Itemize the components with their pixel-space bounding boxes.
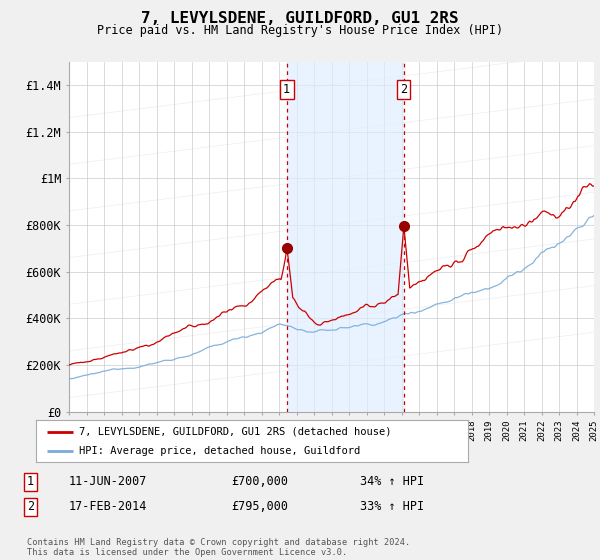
Text: Price paid vs. HM Land Registry's House Price Index (HPI): Price paid vs. HM Land Registry's House … <box>97 24 503 36</box>
Text: 2: 2 <box>400 83 407 96</box>
Bar <box>287 62 404 412</box>
Text: 11-JUN-2007: 11-JUN-2007 <box>69 475 148 488</box>
Text: 17-FEB-2014: 17-FEB-2014 <box>69 500 148 514</box>
Text: £700,000: £700,000 <box>231 475 288 488</box>
Text: HPI: Average price, detached house, Guildford: HPI: Average price, detached house, Guil… <box>79 446 361 456</box>
Text: 2: 2 <box>27 500 34 514</box>
Text: 33% ↑ HPI: 33% ↑ HPI <box>360 500 424 514</box>
Text: 7, LEVYLSDENE, GUILDFORD, GU1 2RS (detached house): 7, LEVYLSDENE, GUILDFORD, GU1 2RS (detac… <box>79 427 392 437</box>
Text: 1: 1 <box>283 83 290 96</box>
Text: 1: 1 <box>27 475 34 488</box>
Text: 34% ↑ HPI: 34% ↑ HPI <box>360 475 424 488</box>
Text: Contains HM Land Registry data © Crown copyright and database right 2024.
This d: Contains HM Land Registry data © Crown c… <box>27 538 410 557</box>
Text: 7, LEVYLSDENE, GUILDFORD, GU1 2RS: 7, LEVYLSDENE, GUILDFORD, GU1 2RS <box>141 11 459 26</box>
Text: £795,000: £795,000 <box>231 500 288 514</box>
